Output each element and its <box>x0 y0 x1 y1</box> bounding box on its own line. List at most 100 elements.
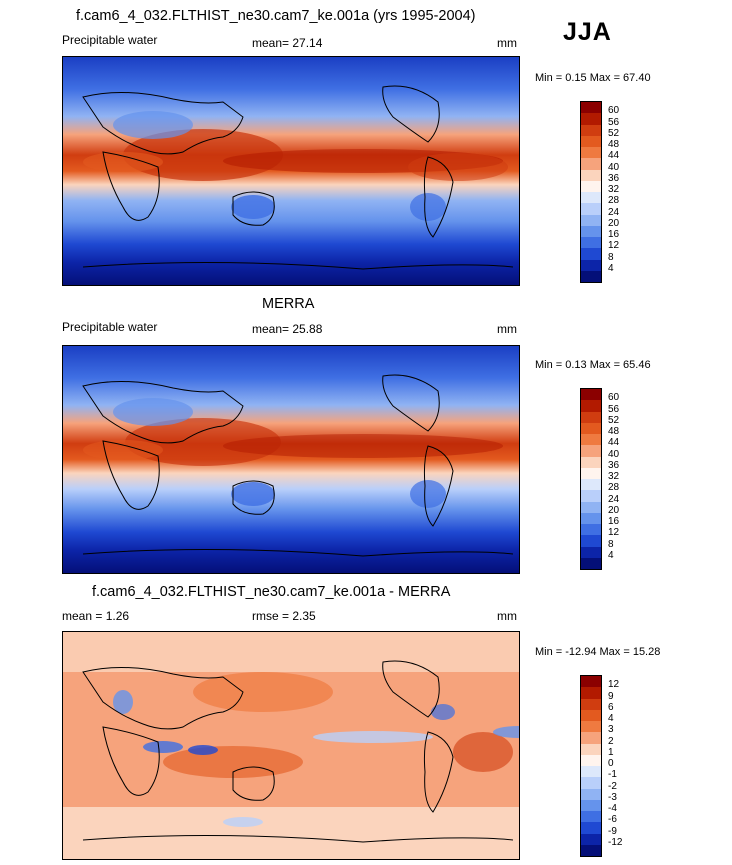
colorbar-tick-label: 9 <box>608 690 614 702</box>
season-label: JJA <box>563 18 612 46</box>
colorbar-segment <box>581 147 601 159</box>
colorbar-tick-label: 52 <box>608 127 620 139</box>
colorbar-tick-label: 2 <box>608 735 614 747</box>
colorbar-segment <box>581 135 601 147</box>
colorbar-tick-label: -3 <box>608 791 617 803</box>
colorbar-segment <box>581 557 601 569</box>
panel3-colorbar <box>580 675 602 857</box>
colorbar-segment <box>581 743 601 755</box>
colorbar-segment <box>581 400 601 412</box>
colorbar-segment <box>581 687 601 699</box>
colorbar-tick-label: 48 <box>608 426 620 437</box>
colorbar-segment <box>581 535 601 547</box>
colorbar-segment <box>581 799 601 811</box>
colorbar-tick-label: 36 <box>608 172 620 184</box>
colorbar-segment <box>581 113 601 125</box>
colorbar-segment <box>581 721 601 733</box>
panel1-variable-label: Precipitable water <box>62 33 158 47</box>
colorbar-tick-label: 24 <box>608 206 620 218</box>
colorbar-tick-label: 44 <box>608 150 620 162</box>
colorbar-tick-label: 32 <box>608 184 620 195</box>
colorbar-tick-label: 8 <box>608 251 614 263</box>
colorbar-tick-label: 6 <box>608 701 614 713</box>
panel1-colorbar-labels: 60 56 52 48 44 40 36 32 28 24 20 16 12 8 4 <box>608 101 648 281</box>
colorbar-tick-label: 24 <box>608 493 620 505</box>
colorbar-tick-label: 40 <box>608 448 620 460</box>
colorbar-tick-label: -9 <box>608 825 617 837</box>
panel1-title: f.cam6_4_032.FLTHIST_ne30.cam7_ke.001a (… <box>76 8 476 24</box>
panel3-colorbar-labels: 12 9 6 4 3 2 1 0 -1 -2 -3 -4 -6 -9 -12 <box>608 675 648 855</box>
colorbar-segment <box>581 124 601 136</box>
panel3-map <box>62 631 520 860</box>
panel3-units-label: mm <box>497 609 517 623</box>
colorbar-tick-label: 28 <box>608 482 620 494</box>
colorbar-tick-label: 4 <box>608 713 614 724</box>
colorbar-segment <box>581 411 601 423</box>
colorbar-segment <box>581 192 601 204</box>
colorbar-segment <box>581 676 601 688</box>
colorbar-segment <box>581 102 601 114</box>
panel1-map <box>62 56 520 286</box>
colorbar-segment <box>581 225 601 237</box>
colorbar-tick-label: 4 <box>608 262 614 274</box>
colorbar-segment <box>581 237 601 249</box>
colorbar-segment <box>581 524 601 536</box>
colorbar-segment <box>581 180 601 192</box>
panel3-title: f.cam6_4_032.FLTHIST_ne30.cam7_ke.001a -… <box>92 584 451 600</box>
colorbar-segment <box>581 389 601 401</box>
panel2-colorbar-labels: 60 56 52 48 44 40 36 32 28 24 20 16 12 8 4 <box>608 388 648 568</box>
colorbar-tick-label: 16 <box>608 229 620 240</box>
colorbar-tick-label: 32 <box>608 471 620 482</box>
colorbar-tick-label: 8 <box>608 538 614 550</box>
colorbar-segment <box>581 501 601 513</box>
colorbar-segment <box>581 422 601 434</box>
panel2-variable-label: Precipitable water <box>62 320 158 334</box>
panel3-mean-label: mean = 1.26 <box>62 609 130 623</box>
colorbar-segment <box>581 512 601 524</box>
colorbar-tick-label: -2 <box>608 780 617 792</box>
colorbar-segment <box>581 811 601 823</box>
colorbar-segment <box>581 270 601 282</box>
colorbar-segment <box>581 833 601 845</box>
colorbar-tick-label: -12 <box>608 836 623 848</box>
panel1-colorbar <box>580 101 602 283</box>
colorbar-tick-label: 48 <box>608 139 620 150</box>
colorbar-tick-label: 28 <box>608 195 620 207</box>
colorbar-segment <box>581 490 601 502</box>
colorbar-tick-label: 60 <box>608 105 620 117</box>
panel2-mean-label: mean= 25.88 <box>252 322 323 336</box>
colorbar-tick-label: 36 <box>608 459 620 471</box>
colorbar-tick-label: 12 <box>608 679 620 691</box>
colorbar-tick-label: 3 <box>608 724 614 736</box>
colorbar-tick-label: 20 <box>608 504 620 516</box>
colorbar-segment <box>581 445 601 457</box>
colorbar-segment <box>581 822 601 834</box>
colorbar-segment <box>581 777 601 789</box>
panel1-minmax: Min = 0.15 Max = 67.40 <box>535 72 651 84</box>
panel2-colorbar <box>580 388 602 570</box>
colorbar-segment <box>581 546 601 558</box>
colorbar-segment <box>581 788 601 800</box>
colorbar-segment <box>581 754 601 766</box>
colorbar-tick-label: 1 <box>608 746 614 758</box>
colorbar-tick-label: 44 <box>608 437 620 449</box>
colorbar-segment <box>581 456 601 468</box>
colorbar-tick-label: 0 <box>608 758 614 769</box>
colorbar-segment <box>581 158 601 170</box>
colorbar-tick-label: 40 <box>608 161 620 173</box>
colorbar-tick-label: 12 <box>608 527 620 539</box>
colorbar-segment <box>581 479 601 491</box>
colorbar-tick-label: 12 <box>608 240 620 252</box>
colorbar-segment <box>581 709 601 721</box>
panel2-map <box>62 345 520 574</box>
colorbar-tick-label: -4 <box>608 803 617 814</box>
panel3-minmax: Min = -12.94 Max = 15.28 <box>535 646 661 658</box>
panel1-mean-label: mean= 27.14 <box>252 36 323 50</box>
colorbar-tick-label: -6 <box>608 814 617 826</box>
colorbar-segment <box>581 203 601 215</box>
panel1-units-label: mm <box>497 36 517 50</box>
panel2-title: MERRA <box>262 296 315 312</box>
colorbar-segment <box>581 259 601 271</box>
colorbar-tick-label: 56 <box>608 116 620 128</box>
colorbar-segment <box>581 169 601 181</box>
